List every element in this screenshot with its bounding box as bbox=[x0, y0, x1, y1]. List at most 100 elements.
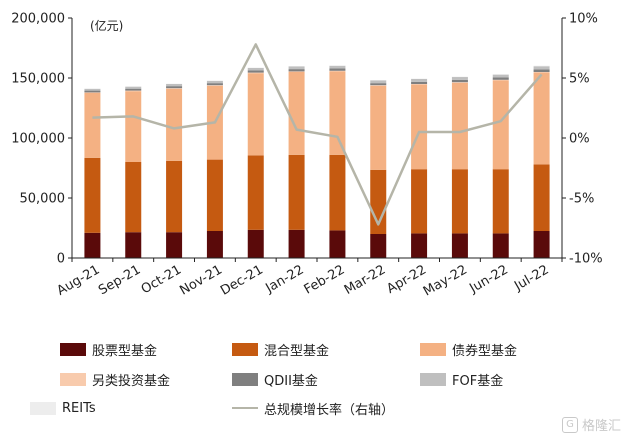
bar-segment-5-Dec-21 bbox=[247, 67, 264, 71]
right-tick-label: 5% bbox=[569, 72, 590, 87]
legend-label-growth-rate: 总规模增长率（右轴） bbox=[264, 402, 395, 418]
left-tick-label: 100,000 bbox=[11, 132, 65, 147]
bar-segment-5-Jul-22 bbox=[533, 66, 550, 70]
bar-segment-4-Nov-21 bbox=[206, 83, 223, 86]
bar-segment-1-Apr-22 bbox=[411, 169, 428, 234]
bar-segment-1-Feb-22 bbox=[329, 154, 346, 231]
line-layer bbox=[92, 43, 543, 226]
watermark-text: 格隆汇 bbox=[581, 419, 621, 434]
bar-segment-5-Jan-22 bbox=[288, 66, 305, 70]
bar-segment-1-May-22 bbox=[451, 169, 468, 234]
bar-segment-4-Oct-21 bbox=[166, 86, 183, 89]
legend-label-qdii: QDII基金 bbox=[264, 373, 318, 389]
legend-label-stock: 股票型基金 bbox=[92, 343, 158, 359]
bar-segment-5-Oct-21 bbox=[166, 84, 183, 87]
legend-label-reits: REITs bbox=[62, 400, 96, 416]
bar-segment-2-Mar-22 bbox=[370, 85, 387, 170]
bar-segment-3-Feb-22 bbox=[329, 70, 346, 72]
bar-segment-1-Oct-21 bbox=[166, 160, 183, 233]
bar-segment-0-Sep-21 bbox=[125, 232, 142, 258]
bars-layer bbox=[84, 65, 550, 258]
bar-segment-5-Aug-21 bbox=[84, 88, 101, 91]
bar-segment-4-Jan-22 bbox=[288, 69, 305, 72]
bar-segment-4-May-22 bbox=[451, 79, 468, 83]
bar-segment-4-Sep-21 bbox=[125, 88, 142, 91]
x-tick-label: Nov-21 bbox=[177, 262, 225, 298]
x-tick-label: Jun-22 bbox=[466, 262, 510, 296]
bar-segment-3-Jan-22 bbox=[288, 71, 305, 72]
x-tick-label: Jul-22 bbox=[511, 262, 551, 294]
legend-label-fof: FOF基金 bbox=[452, 373, 504, 389]
bar-segment-1-Nov-21 bbox=[206, 159, 223, 231]
stacked-bar-line-chart: (亿元) 0 50,000 100,000 150,000 200,000 -10% -5%… bbox=[11, 12, 603, 300]
left-tick-label: 50,000 bbox=[20, 192, 66, 207]
x-tick-label: Oct-21 bbox=[139, 262, 184, 297]
legend-label-mixed: 混合型基金 bbox=[264, 343, 330, 359]
bar-segment-2-Jan-22 bbox=[288, 72, 305, 155]
bar-segment-5-Apr-22 bbox=[411, 78, 428, 82]
bar-segment-3-Dec-21 bbox=[247, 72, 264, 74]
bar-segment-0-Jul-22 bbox=[533, 231, 550, 258]
bar-segment-0-Nov-21 bbox=[206, 231, 223, 258]
right-tick-label: 0% bbox=[569, 132, 590, 147]
bar-segment-2-Oct-21 bbox=[166, 88, 183, 161]
bar-segment-2-May-22 bbox=[451, 82, 468, 170]
bar-segment-0-Feb-22 bbox=[329, 230, 346, 258]
bar-segment-0-Apr-22 bbox=[411, 233, 428, 258]
left-tick-label: 150,000 bbox=[11, 72, 65, 87]
bar-segment-2-Aug-21 bbox=[84, 93, 101, 158]
x-tick-label: Jan-22 bbox=[262, 262, 306, 296]
legend-item-stock: 股票型基金 bbox=[60, 339, 157, 359]
legend-item-fof: FOF基金 bbox=[420, 369, 503, 389]
bar-segment-3-Oct-21 bbox=[166, 88, 183, 89]
legend-item-mixed: 混合型基金 bbox=[232, 339, 329, 359]
legend-swatch-growth-rate bbox=[232, 407, 258, 409]
left-tick-label: 200,000 bbox=[11, 12, 65, 27]
x-tick-label: Aug-21 bbox=[55, 262, 103, 298]
bar-segment-0-Jun-22 bbox=[492, 233, 509, 258]
bar-segment-5-Nov-21 bbox=[206, 80, 223, 84]
bar-segment-2-Feb-22 bbox=[329, 71, 346, 155]
legend-item-growth-rate: 总规模增长率（右轴） bbox=[232, 398, 394, 418]
bar-segment-2-Dec-21 bbox=[247, 73, 264, 156]
legend-swatch-qdii bbox=[232, 372, 258, 386]
bar-segment-3-Jul-22 bbox=[533, 72, 550, 73]
x-tick-label: Mar-22 bbox=[342, 262, 388, 297]
legend-label-alternative: 另类投资基金 bbox=[92, 373, 171, 389]
legend-swatch-bond bbox=[420, 342, 446, 356]
bar-segment-1-Jan-22 bbox=[288, 154, 305, 230]
bar-segment-5-Jun-22 bbox=[492, 74, 509, 78]
bar-segment-4-Mar-22 bbox=[370, 83, 387, 86]
bar-segment-0-May-22 bbox=[451, 233, 468, 258]
bar-segment-5-May-22 bbox=[451, 77, 468, 80]
chart-legend: 股票型基金 混合型基金 债券型基金 另类投资基金 QDII基金 FOF基金 RE… bbox=[0, 335, 629, 435]
x-tick-label: Dec-21 bbox=[218, 262, 266, 298]
bar-segment-2-Apr-22 bbox=[411, 84, 428, 170]
bar-segment-0-Oct-21 bbox=[166, 232, 183, 258]
legend-label-bond: 债券型基金 bbox=[452, 343, 518, 359]
x-tick-label: Sep-21 bbox=[96, 262, 143, 298]
bar-segment-1-Jun-22 bbox=[492, 169, 509, 234]
bar-segment-3-Mar-22 bbox=[370, 85, 387, 86]
bar-segment-2-Sep-21 bbox=[125, 91, 142, 162]
bar-segment-3-Apr-22 bbox=[411, 84, 428, 85]
bar-segment-3-Aug-21 bbox=[84, 92, 101, 93]
legend-swatch-fof bbox=[420, 372, 446, 386]
left-tick-label: 0 bbox=[57, 252, 65, 267]
bar-segment-5-Mar-22 bbox=[370, 80, 387, 84]
right-tick-label: 10% bbox=[569, 12, 598, 27]
right-tick-label: -10% bbox=[569, 252, 603, 267]
bar-segment-3-Sep-21 bbox=[125, 90, 142, 92]
right-tick-label: -5% bbox=[569, 192, 594, 207]
legend-swatch-alternative bbox=[60, 372, 86, 386]
watermark-logo-icon: G bbox=[561, 416, 578, 433]
bar-segment-2-Jul-22 bbox=[533, 72, 550, 165]
watermark: G 格隆汇 bbox=[561, 415, 621, 434]
legend-swatch-reits bbox=[30, 401, 56, 415]
bar-segment-1-Dec-21 bbox=[247, 155, 264, 230]
bar-segment-4-Feb-22 bbox=[329, 68, 346, 71]
bar-segment-0-Aug-21 bbox=[84, 232, 101, 258]
bar-segment-1-Jul-22 bbox=[533, 164, 550, 231]
bar-segment-5-Sep-21 bbox=[125, 86, 142, 89]
bar-segment-4-Apr-22 bbox=[411, 81, 428, 84]
